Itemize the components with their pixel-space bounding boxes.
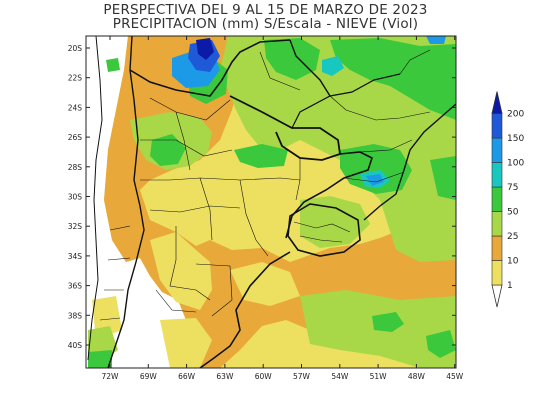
colorbar-label: 150 bbox=[507, 134, 524, 144]
colorbar-segment bbox=[491, 211, 503, 237]
colorbar-label: 50 bbox=[507, 208, 519, 218]
province-borders bbox=[99, 49, 431, 321]
lat-label: 30S bbox=[68, 193, 83, 202]
lat-label: 36S bbox=[68, 282, 83, 291]
lat-label: 34S bbox=[68, 252, 83, 261]
argentina-coast bbox=[199, 251, 291, 368]
latitude-axis: 20S 22S 24S 26S 28S 30S 32S 34S 36S 38S 40S bbox=[68, 44, 456, 350]
lat-label: 38S bbox=[68, 311, 83, 320]
colorbar-segment bbox=[491, 162, 503, 188]
uruguay-border bbox=[287, 203, 361, 257]
brazil-coast bbox=[363, 103, 456, 221]
bolivia-border bbox=[129, 39, 291, 97]
colorbar-label: 75 bbox=[507, 183, 518, 193]
precipitation-field bbox=[86, 36, 456, 368]
colorbar-label: 10 bbox=[507, 257, 519, 267]
colorbar-label: 1 bbox=[507, 281, 513, 291]
paraguay-border bbox=[229, 95, 341, 161]
colorbar-label: 200 bbox=[507, 110, 524, 120]
colorbar-label: 25 bbox=[507, 232, 518, 242]
lat-label: 22S bbox=[68, 74, 83, 83]
colorbar-legend: 1 10 25 50 75 100 150 200 bbox=[491, 91, 524, 308]
plot-frame bbox=[85, 35, 457, 369]
map-title-line-1: PERSPECTIVA DEL 9 AL 15 DE MARZO DE 2023 bbox=[103, 2, 428, 18]
lon-label: 51W bbox=[370, 372, 388, 381]
lon-label: 54W bbox=[331, 372, 349, 381]
lon-label: 69W bbox=[140, 372, 158, 381]
borders bbox=[87, 36, 456, 368]
lon-label: 63W bbox=[216, 372, 234, 381]
colorbar-above-200 bbox=[491, 91, 503, 114]
lat-label: 28S bbox=[68, 163, 83, 172]
chile-argentina-border bbox=[107, 36, 145, 368]
field-200-plus bbox=[196, 38, 214, 60]
lat-label: 26S bbox=[68, 133, 83, 142]
lon-label: 57W bbox=[293, 372, 311, 381]
colorbar-segment bbox=[491, 137, 503, 163]
lat-label: 40S bbox=[68, 341, 83, 350]
colorbar-segment bbox=[491, 235, 503, 261]
lon-label: 48W bbox=[408, 372, 426, 381]
lon-label: 72W bbox=[102, 372, 120, 381]
field-no-rain bbox=[86, 36, 196, 368]
colorbar-label: 100 bbox=[507, 159, 524, 169]
colorbar-below-1 bbox=[491, 284, 503, 308]
chile-coast bbox=[87, 36, 103, 361]
longitude-axis: 72W 69W 66W 63W 60W 57W 54W 51W 48W 45W bbox=[102, 36, 464, 381]
lon-label: 60W bbox=[255, 372, 273, 381]
colorbar-segment bbox=[491, 260, 503, 286]
lat-label: 32S bbox=[68, 222, 83, 231]
colorbar-segment bbox=[491, 113, 503, 139]
lat-label: 24S bbox=[68, 103, 83, 112]
lon-label: 66W bbox=[178, 372, 196, 381]
map-title-line-2: PRECIPITACION (mm) S/Escala - NIEVE (Vio… bbox=[112, 16, 419, 32]
lon-label: 45W bbox=[446, 372, 464, 381]
colorbar-segment bbox=[491, 186, 503, 212]
lat-label: 20S bbox=[68, 44, 83, 53]
field-50-75 bbox=[264, 38, 320, 80]
